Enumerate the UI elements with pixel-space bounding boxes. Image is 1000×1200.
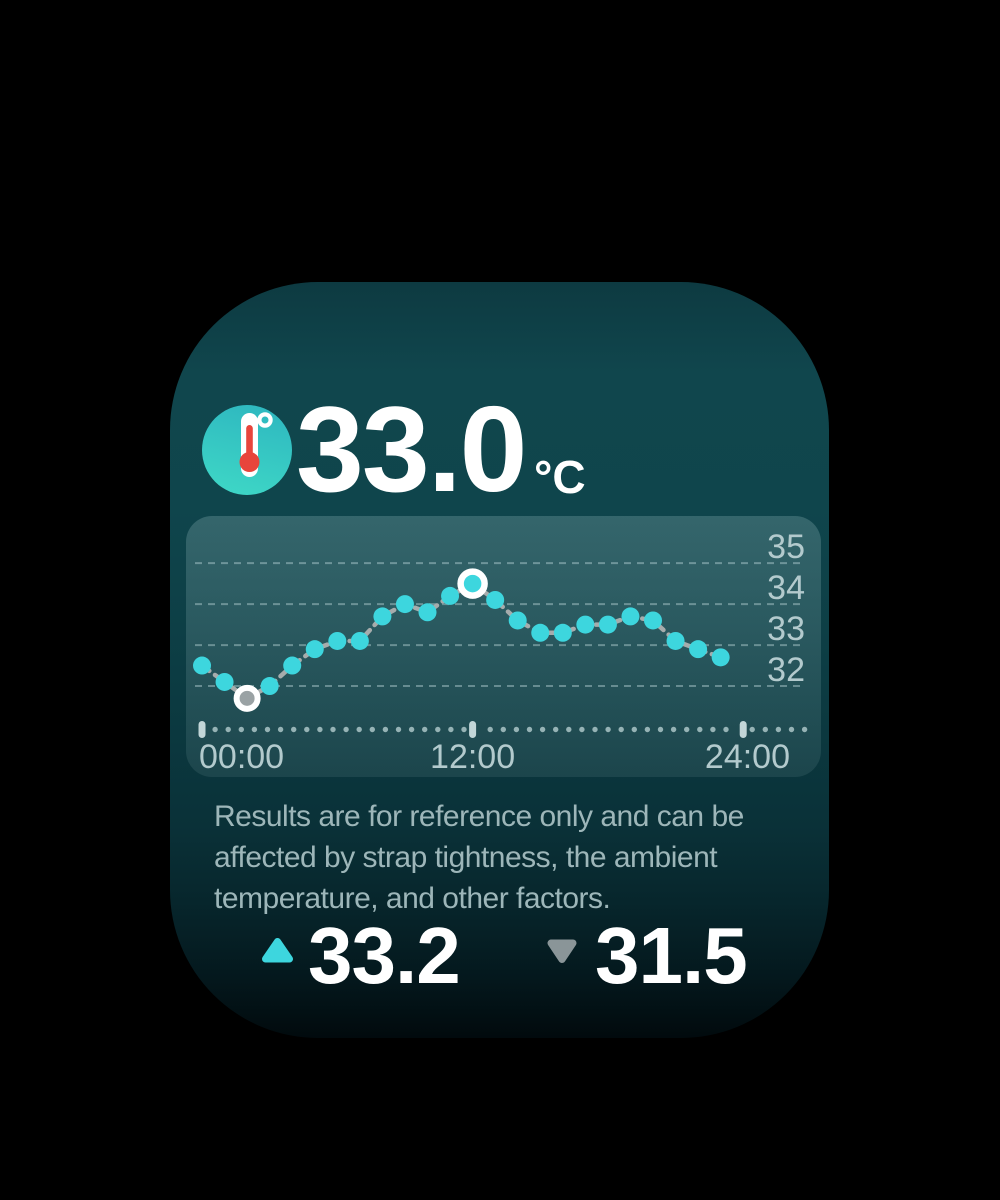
watch-screen[interactable]: 33.0 °C 35 34 33 32 00:00 12:00 24:00 Results …	[170, 282, 829, 1038]
disclaimer-line-3: temperature, and other factors.	[214, 882, 611, 915]
svg-text:33: 33	[767, 610, 805, 648]
svg-text:00:00: 00:00	[199, 738, 284, 776]
thermometer-icon	[202, 405, 292, 495]
thermometer-glyph	[239, 412, 273, 477]
disclaimer-line-2: affected by strap tightness, the ambient	[214, 841, 718, 874]
svg-text:24:00: 24:00	[705, 738, 790, 776]
triangle-up-icon	[262, 938, 293, 963]
triangle-down-icon	[547, 939, 577, 963]
svg-text:12:00: 12:00	[430, 738, 515, 776]
disclaimer-line-1: Results are for reference only and can b…	[214, 800, 744, 833]
disclaimer-text: Results are for reference only and can b…	[214, 796, 744, 919]
temperature-unit: °C	[534, 451, 586, 503]
current-temperature-value: 33.0	[296, 381, 527, 517]
min-temperature-value: 31.5	[595, 911, 748, 1000]
max-temperature-value: 33.2	[308, 911, 461, 1000]
svg-text:32: 32	[767, 651, 805, 689]
svg-text:35: 35	[767, 528, 805, 566]
svg-text:34: 34	[767, 569, 805, 607]
chart-panel[interactable]: 35 34 33 32 00:00 12:00 24:00	[186, 516, 821, 777]
